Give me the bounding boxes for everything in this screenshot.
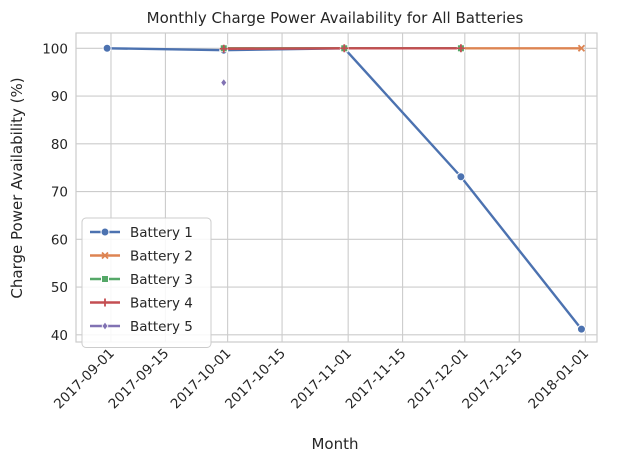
y-tick-label: 60 <box>51 232 68 248</box>
y-tick-label: 80 <box>51 137 68 153</box>
y-tick-label: 50 <box>51 280 68 296</box>
y-tick-label: 90 <box>51 89 68 105</box>
series-1-point <box>577 325 585 333</box>
legend-marker <box>101 228 109 236</box>
legend-marker <box>102 276 109 283</box>
y-tick-label: 100 <box>42 41 68 57</box>
chart-title: Monthly Charge Power Availability for Al… <box>147 9 524 27</box>
y-axis-label: Charge Power Availability (%) <box>8 77 26 298</box>
series-1-point <box>457 173 465 181</box>
legend-label: Battery 1 <box>130 225 193 241</box>
legend: Battery 1 Battery 2 Battery 3 Battery 4 Batt… <box>82 218 211 348</box>
series-1-point <box>103 44 111 52</box>
y-tick-label: 40 <box>51 328 68 344</box>
legend-label: Battery 3 <box>130 272 193 288</box>
x-axis-label: Month <box>311 435 358 453</box>
legend-label: Battery 5 <box>130 319 193 335</box>
y-tick-label: 70 <box>51 185 68 201</box>
legend-label: Battery 4 <box>130 296 193 312</box>
legend-label: Battery 2 <box>130 249 193 265</box>
